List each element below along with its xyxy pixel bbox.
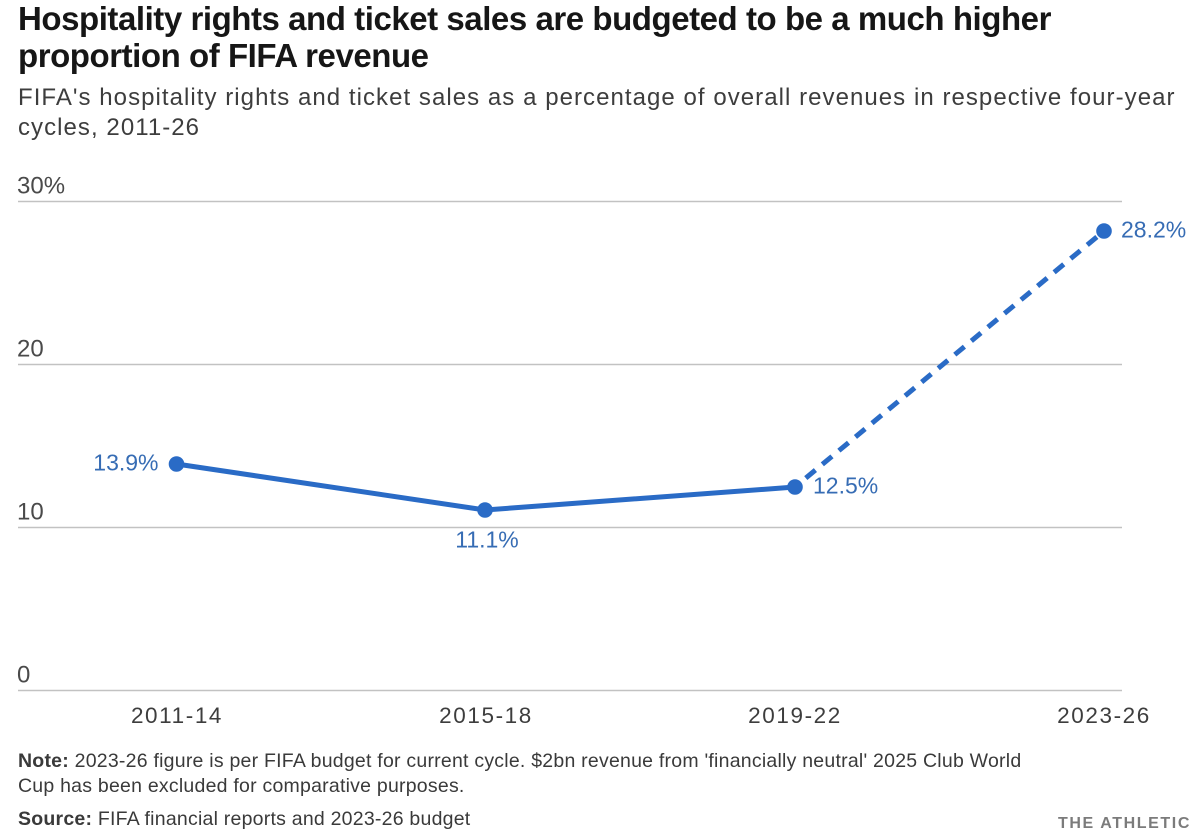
svg-text:10: 10: [17, 499, 44, 526]
svg-text:12.5%: 12.5%: [813, 473, 878, 499]
svg-text:2023-26: 2023-26: [1057, 703, 1151, 728]
svg-text:2019-22: 2019-22: [748, 703, 842, 728]
svg-text:28.2%: 28.2%: [1121, 217, 1186, 243]
svg-text:11.1%: 11.1%: [455, 527, 519, 553]
svg-text:30%: 30%: [17, 173, 65, 200]
svg-text:2015-18: 2015-18: [439, 703, 533, 728]
svg-text:13.9%: 13.9%: [93, 450, 158, 476]
svg-text:2011-14: 2011-14: [131, 703, 223, 728]
svg-text:20: 20: [17, 336, 44, 363]
svg-text:0: 0: [17, 662, 30, 689]
